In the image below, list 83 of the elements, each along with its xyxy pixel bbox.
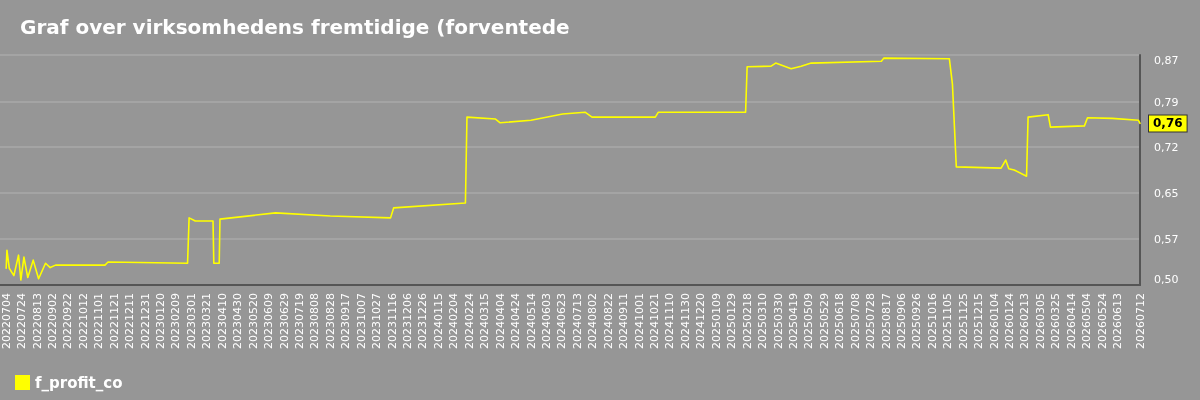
y-tick-label: 0,87: [1154, 54, 1179, 67]
x-tick-label: 20260524: [1095, 293, 1109, 349]
x-tick-label: 20241130: [678, 293, 692, 349]
x-tick-label: 20250509: [802, 293, 816, 349]
x-tick-label: 20230917: [339, 293, 353, 349]
x-tick-label: 20230430: [231, 293, 245, 349]
x-tick-label: 20250906: [895, 293, 908, 349]
x-tick-label: 20250708: [848, 293, 862, 349]
x-tick-label: 20250728: [864, 293, 878, 349]
x-tick-label: 20241220: [694, 293, 708, 349]
x-tick-label: 20240802: [586, 293, 600, 349]
x-tick-label: 20221101: [92, 293, 106, 349]
x-tick-label: 20231116: [385, 293, 399, 349]
x-tick-label: 20220724: [15, 293, 29, 349]
y-tick-label: 0,50: [1154, 273, 1179, 286]
x-tick-label: 20260124: [1003, 293, 1017, 349]
x-tick-label: 20250419: [786, 293, 800, 349]
x-tick-label: 20240115: [431, 293, 445, 349]
x-tick-label: 20231206: [401, 293, 415, 349]
x-tick-label: 20221231: [138, 293, 152, 349]
x-tick-label: 20240315: [478, 293, 492, 349]
x-tick-label: 20250218: [740, 293, 754, 349]
x-tick-label: 20251125: [956, 293, 970, 349]
y-tick-label: 0,72: [1154, 140, 1179, 154]
x-tick-label: 20250926: [910, 293, 924, 349]
x-tick-label: 20250129: [725, 293, 739, 349]
x-tick-label: 20260325: [1049, 293, 1063, 349]
x-tick-label: 20220902: [45, 293, 59, 349]
x-tick-label: 20250817: [879, 293, 893, 349]
x-tick-label: 20230301: [184, 293, 198, 349]
x-tick-label: 20230629: [277, 293, 291, 349]
x-tick-label: 20231226: [416, 293, 430, 349]
x-tick-label: 20240224: [462, 293, 476, 349]
x-tick-label: 20240911: [617, 293, 631, 349]
x-tick-label: 20230120: [154, 293, 168, 349]
x-tick-label: 20230828: [323, 293, 337, 349]
annotation: 0,76: [1153, 116, 1183, 131]
x-tick-label: 20230808: [308, 293, 322, 349]
x-tick-label: 20251016: [925, 293, 939, 349]
legend-label: f_profit_co: [35, 373, 123, 392]
x-tick-label: 20250109: [709, 293, 723, 349]
x-tick-label: 20241110: [663, 293, 677, 349]
x-tick-label: 20220922: [61, 293, 75, 349]
x-tick-label: 20250529: [817, 293, 831, 349]
x-tick-label: 20220704: [0, 293, 13, 349]
x-tick-label: 20230609: [262, 293, 276, 349]
x-tick-label: 20260213: [1018, 293, 1032, 349]
x-tick-label: 20241021: [648, 293, 662, 349]
x-tick-label: 20240424: [509, 293, 523, 349]
x-tick-label: 20241001: [632, 293, 646, 349]
x-tick-label: 20230520: [246, 293, 260, 349]
y-tick-label: 0,65: [1154, 186, 1179, 200]
x-tick-label: 20260712: [1133, 293, 1147, 349]
x-tick-label: 20250618: [833, 293, 847, 349]
x-tick-label: 20231007: [354, 293, 368, 349]
x-tick-label: 20220813: [30, 293, 44, 349]
x-tick-label: 20251215: [972, 293, 986, 349]
x-tick-label: 20250330: [771, 293, 785, 349]
x-tick-label: 20240404: [493, 293, 507, 349]
x-tick-label: 20240822: [601, 293, 615, 349]
x-tick-label: 20250310: [756, 293, 770, 349]
x-tick-label: 20240204: [447, 293, 461, 349]
y-tick-label: 0,57: [1154, 232, 1179, 246]
x-tick-label: 20260305: [1033, 293, 1047, 349]
x-tick-label: 20230410: [215, 293, 229, 349]
chart-title: Graf over virksomhedens fremtidige (forventede: [20, 15, 570, 39]
x-tick-label: 20231027: [370, 293, 384, 349]
x-tick-label: 20260504: [1080, 293, 1094, 349]
x-tick-label: 20260414: [1064, 293, 1078, 349]
x-tick-label: 20221012: [76, 293, 90, 349]
y-tick-label: 0,79: [1154, 95, 1179, 109]
x-tick-label: 20251105: [941, 293, 955, 349]
x-tick-label: 20221121: [107, 293, 121, 349]
x-tick-label: 20240623: [555, 293, 569, 349]
x-tick-label: 20240603: [539, 293, 553, 349]
x-tick-label: 20240713: [570, 293, 584, 349]
x-tick-label: 20240514: [524, 293, 538, 349]
x-tick-label: 20230209: [169, 293, 183, 349]
x-tick-label: 20230321: [200, 293, 214, 349]
x-tick-label: 20260613: [1111, 293, 1125, 349]
x-tick-label: 20260104: [987, 293, 1001, 349]
x-tick-label: 20230719: [292, 293, 306, 349]
x-tick-label: 20221211: [123, 293, 137, 349]
